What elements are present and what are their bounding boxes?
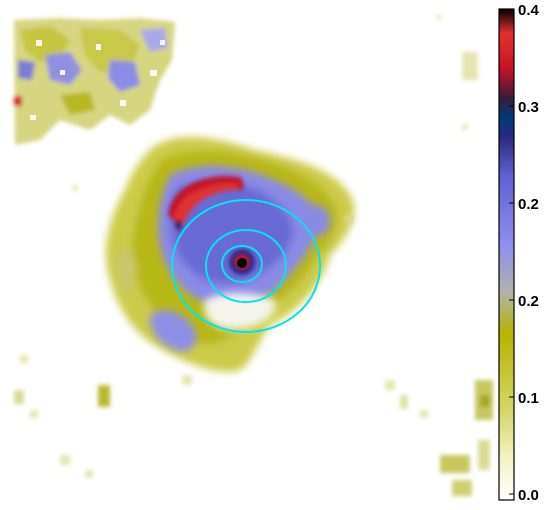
scattered-specks	[14, 15, 493, 496]
contour-middle	[205, 229, 287, 303]
colorbar-tick-0-3: 0.3	[518, 99, 539, 116]
top-left-speckles	[30, 40, 165, 120]
colorbar-frame	[498, 8, 515, 501]
top-left-noise-region	[14, 18, 175, 145]
colorbar-ticks	[509, 8, 514, 495]
contour-inner	[221, 245, 263, 283]
colorbar-gradient	[499, 9, 514, 500]
colorbar-tick-0-0: 0.0	[518, 487, 539, 504]
colorbar-tick-0-2-upper: 0.2	[518, 196, 539, 213]
contour-outer	[171, 199, 321, 333]
galaxy-void	[204, 293, 276, 330]
nucleus	[229, 249, 255, 275]
contours	[171, 199, 321, 333]
colorbar: 0.4 0.3 0.2 0.2 0.1 0.0	[498, 2, 540, 504]
sky-image	[12, 15, 495, 500]
colorbar-tick-0-1: 0.1	[518, 390, 539, 407]
colorbar-tick-0-4: 0.4	[518, 2, 540, 19]
colorbar-tick-0-2-lower: 0.2	[518, 293, 539, 310]
red-arc	[168, 175, 244, 232]
